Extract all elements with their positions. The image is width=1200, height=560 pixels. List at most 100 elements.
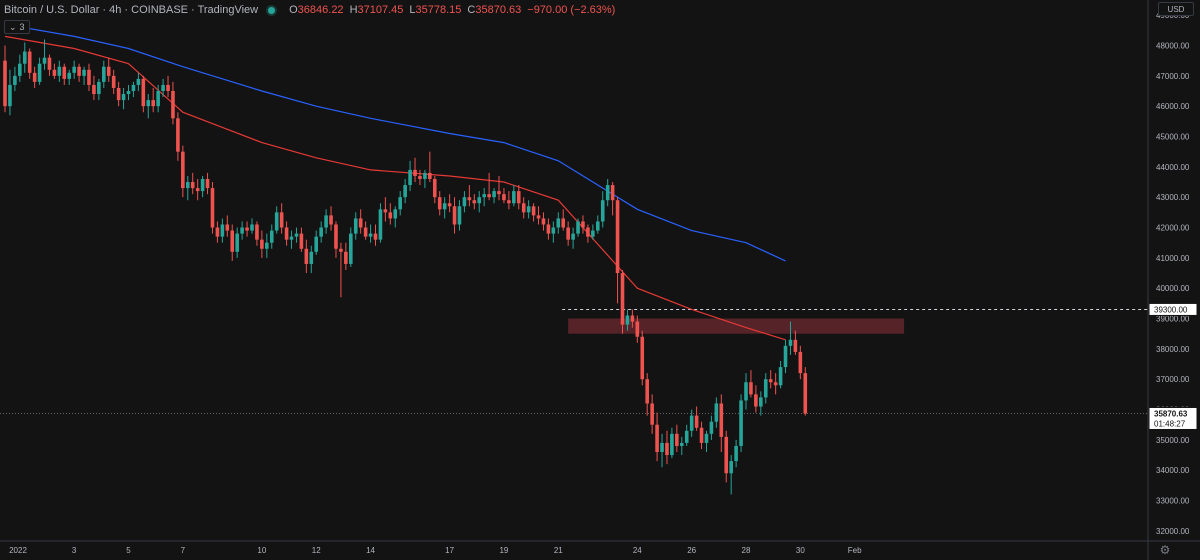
candle[interactable] bbox=[521, 197, 526, 219]
candle[interactable] bbox=[759, 391, 763, 416]
candle[interactable] bbox=[210, 182, 215, 234]
candle[interactable] bbox=[393, 206, 398, 228]
candle[interactable] bbox=[655, 412, 659, 462]
candle[interactable] bbox=[457, 200, 462, 231]
candle[interactable] bbox=[512, 185, 516, 207]
candle[interactable] bbox=[640, 330, 645, 386]
candle[interactable] bbox=[230, 224, 235, 261]
candle[interactable] bbox=[358, 209, 363, 234]
candle[interactable] bbox=[200, 175, 205, 198]
candle[interactable] bbox=[556, 212, 561, 234]
candle[interactable] bbox=[67, 69, 72, 85]
candle[interactable] bbox=[754, 385, 758, 413]
candle[interactable] bbox=[645, 373, 649, 416]
candle[interactable] bbox=[324, 209, 328, 234]
candle[interactable] bbox=[72, 60, 76, 79]
candle[interactable] bbox=[398, 191, 402, 216]
candle[interactable] bbox=[82, 66, 86, 85]
candle[interactable] bbox=[22, 42, 27, 73]
candle[interactable] bbox=[151, 87, 155, 113]
candle[interactable] bbox=[472, 194, 477, 210]
candle[interactable] bbox=[195, 178, 200, 201]
candle[interactable] bbox=[492, 188, 496, 204]
candle[interactable] bbox=[284, 221, 289, 246]
candle[interactable] bbox=[314, 230, 319, 255]
candle[interactable] bbox=[684, 424, 689, 446]
candle[interactable] bbox=[190, 172, 195, 195]
candle[interactable] bbox=[704, 430, 709, 453]
candle[interactable] bbox=[136, 72, 141, 92]
candle[interactable] bbox=[546, 218, 551, 240]
candle[interactable] bbox=[161, 78, 165, 98]
candle[interactable] bbox=[447, 194, 452, 213]
candle[interactable] bbox=[531, 203, 536, 222]
candle[interactable] bbox=[383, 197, 388, 222]
candle[interactable] bbox=[368, 224, 373, 243]
candle[interactable] bbox=[279, 203, 284, 234]
candle[interactable] bbox=[13, 66, 17, 92]
candle[interactable] bbox=[37, 57, 42, 85]
candle[interactable] bbox=[116, 81, 121, 107]
candle[interactable] bbox=[610, 182, 615, 216]
candle[interactable] bbox=[452, 197, 457, 234]
candle[interactable] bbox=[42, 39, 47, 70]
candle[interactable] bbox=[803, 367, 808, 416]
resistance-zone[interactable] bbox=[568, 318, 905, 334]
gear-icon[interactable]: ⚙ bbox=[1159, 543, 1171, 557]
candle[interactable] bbox=[773, 373, 778, 395]
candle[interactable] bbox=[339, 242, 343, 298]
candle[interactable] bbox=[47, 54, 52, 76]
candle[interactable] bbox=[768, 370, 773, 389]
candle[interactable] bbox=[294, 227, 299, 243]
candle[interactable] bbox=[344, 242, 348, 270]
candle[interactable] bbox=[388, 203, 393, 225]
candle[interactable] bbox=[576, 218, 580, 237]
candle[interactable] bbox=[181, 145, 185, 198]
candle[interactable] bbox=[334, 221, 338, 258]
candle[interactable] bbox=[235, 227, 239, 258]
candle[interactable] bbox=[77, 63, 81, 82]
candle[interactable] bbox=[581, 215, 585, 234]
candle[interactable] bbox=[675, 424, 679, 453]
candle[interactable] bbox=[571, 227, 575, 249]
candle[interactable] bbox=[269, 224, 274, 249]
candle[interactable] bbox=[437, 191, 442, 216]
candle[interactable] bbox=[541, 212, 546, 231]
candle[interactable] bbox=[215, 221, 220, 243]
candle[interactable] bbox=[442, 197, 447, 219]
candle[interactable] bbox=[561, 209, 566, 231]
candle[interactable] bbox=[689, 409, 694, 437]
candle[interactable] bbox=[536, 206, 541, 225]
candle[interactable] bbox=[660, 433, 664, 468]
candle[interactable] bbox=[798, 345, 803, 380]
candle[interactable] bbox=[111, 69, 116, 95]
candle[interactable] bbox=[605, 178, 610, 207]
candle[interactable] bbox=[274, 206, 279, 234]
candle[interactable] bbox=[793, 330, 798, 355]
candle[interactable] bbox=[586, 224, 590, 243]
candle[interactable] bbox=[250, 218, 254, 234]
candle[interactable] bbox=[171, 81, 175, 125]
candle[interactable] bbox=[709, 415, 714, 440]
candle[interactable] bbox=[126, 84, 131, 101]
candle[interactable] bbox=[27, 48, 32, 79]
candle[interactable] bbox=[131, 81, 136, 98]
candle[interactable] bbox=[52, 63, 57, 79]
candle[interactable] bbox=[502, 188, 506, 204]
candle[interactable] bbox=[166, 75, 170, 98]
candle[interactable] bbox=[432, 175, 437, 204]
candle[interactable] bbox=[714, 397, 719, 428]
candle[interactable] bbox=[176, 112, 180, 161]
candle[interactable] bbox=[630, 309, 635, 328]
candle[interactable] bbox=[778, 361, 783, 389]
candle[interactable] bbox=[240, 221, 244, 240]
candle[interactable] bbox=[729, 455, 733, 495]
candle[interactable] bbox=[304, 239, 309, 274]
currency-button[interactable]: USD bbox=[1158, 2, 1194, 16]
candle[interactable] bbox=[141, 75, 146, 113]
candle[interactable] bbox=[408, 160, 412, 192]
candle[interactable] bbox=[497, 175, 501, 201]
candle[interactable] bbox=[734, 439, 738, 468]
candle[interactable] bbox=[516, 185, 521, 210]
candle[interactable] bbox=[87, 63, 91, 92]
